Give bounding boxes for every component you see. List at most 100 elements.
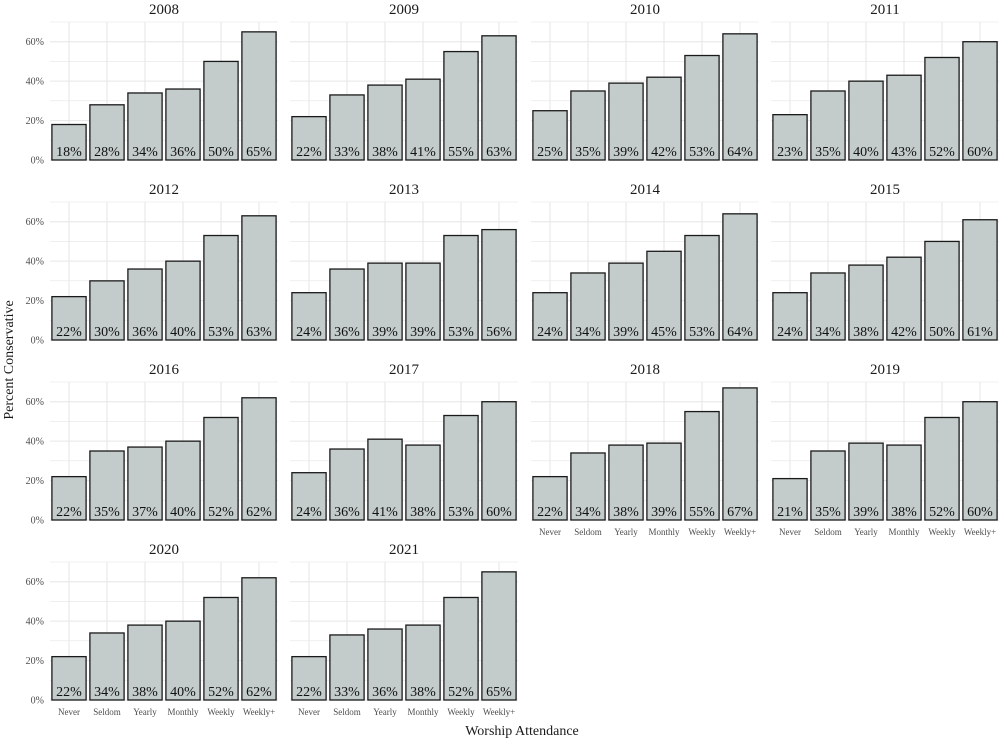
bar-value-label: 36% (334, 505, 360, 520)
bar-value-label: 38% (853, 325, 879, 340)
x-tick-label: Never (539, 527, 561, 537)
bar-value-label: 40% (170, 325, 196, 340)
y-tick-label: 60% (26, 37, 44, 48)
bar-value-label: 56% (486, 325, 512, 340)
bar-value-label: 60% (967, 505, 993, 520)
bar-value-label: 64% (727, 325, 753, 340)
bar-value-label: 34% (575, 325, 601, 340)
bar-value-label: 50% (208, 145, 234, 160)
panel-title: 2018 (630, 362, 660, 378)
bar-value-label: 39% (410, 325, 436, 340)
bar-seldom (329, 634, 365, 701)
bar-yearly (608, 444, 644, 521)
panel-title: 2015 (870, 182, 900, 198)
bar-weekly (684, 234, 720, 341)
panel-2014: 2014 24% 34% 39% 45% 53% 64% (531, 182, 759, 341)
bar-value-label: 53% (689, 325, 715, 340)
bar-monthly (646, 250, 682, 341)
bar-never (772, 114, 808, 161)
bar-value-label: 24% (777, 325, 803, 340)
bar-seldom (89, 104, 125, 161)
bar-value-label: 52% (448, 685, 474, 700)
x-tick-label: Weekly (688, 527, 716, 537)
x-tick-label: Monthly (648, 527, 680, 537)
bar-value-label: 24% (296, 505, 322, 520)
panel-title: 2009 (389, 2, 419, 18)
bar-weekly-plus (481, 401, 517, 521)
bar-value-label: 30% (94, 325, 120, 340)
bar-value-label: 50% (929, 325, 955, 340)
bar-value-label: 45% (651, 325, 677, 340)
bar-value-label: 38% (410, 505, 436, 520)
panels-layer: 2008 0% 20% 40% 60% 18% 28% 34% 36% 50% 65% 2009 22%… (26, 2, 999, 717)
bar-value-label: 41% (372, 505, 398, 520)
bar-weekly-plus (481, 571, 517, 701)
bar-value-label: 35% (815, 505, 841, 520)
bar-monthly (405, 444, 441, 521)
bar-value-label: 28% (94, 145, 120, 160)
bar-seldom (89, 450, 125, 521)
y-tick-label: 60% (26, 217, 44, 228)
bar-weekly (203, 416, 239, 521)
bar-value-label: 22% (296, 685, 322, 700)
bar-value-label: 18% (56, 145, 82, 160)
bar-weekly-plus (241, 397, 277, 521)
panel-2019: 2019 21% 35% 39% 38% 52% 60% Never Seldom Yearly M… (771, 362, 999, 537)
x-tick-label: Never (298, 707, 320, 717)
bar-yearly (127, 446, 163, 521)
panel-2008: 2008 0% 20% 40% 60% 18% 28% 34% 36% 50% 65% (26, 2, 278, 167)
bar-seldom (89, 632, 125, 701)
bar-never (51, 123, 87, 161)
x-tick-label: Weekly (928, 527, 956, 537)
bar-value-label: 38% (372, 145, 398, 160)
bar-value-label: 39% (613, 145, 639, 160)
bar-seldom (570, 272, 606, 341)
panel-title: 2019 (870, 362, 900, 378)
panel-2018: 2018 22% 34% 38% 39% 55% 67% Never Seldom Yearly M… (531, 362, 759, 537)
panel-2009: 2009 22% 33% 38% 41% 55% 63% (290, 2, 518, 161)
x-tick-label: Weekly+ (964, 527, 996, 537)
bar-seldom (89, 280, 125, 341)
bar-weekly-plus (722, 213, 758, 341)
bar-value-label: 55% (448, 145, 474, 160)
bar-monthly (165, 440, 201, 521)
panel-title: 2017 (389, 362, 420, 378)
bar-never (772, 477, 808, 521)
bar-value-label: 52% (929, 505, 955, 520)
bar-seldom (329, 268, 365, 341)
x-tick-label: Weekly (447, 707, 475, 717)
bar-value-label: 35% (94, 505, 120, 520)
bar-value-label: 34% (94, 685, 120, 700)
bar-value-label: 60% (967, 145, 993, 160)
bar-value-label: 36% (170, 145, 196, 160)
bar-value-label: 38% (132, 685, 158, 700)
y-tick-label: 40% (26, 617, 44, 628)
bar-yearly (127, 624, 163, 701)
bar-value-label: 40% (170, 685, 196, 700)
bar-value-label: 37% (132, 505, 158, 520)
bar-seldom (810, 272, 846, 341)
bar-yearly (367, 84, 403, 161)
panel-2016: 2016 0% 20% 40% 60% 22% 35% 37% 40% 52% 62% (26, 362, 278, 527)
y-tick-label: 20% (26, 656, 44, 667)
bar-value-label: 39% (613, 325, 639, 340)
bar-monthly (886, 444, 922, 521)
bar-weekly-plus (481, 35, 517, 161)
bar-seldom (810, 90, 846, 161)
bar-value-label: 35% (815, 145, 841, 160)
x-tick-label: Yearly (854, 527, 878, 537)
panel-2020: 2020 0% 20% 40% 60% 22% 34% 38% 40% 52% 62% Never Se… (26, 542, 278, 717)
bar-seldom (329, 448, 365, 521)
bar-weekly (443, 234, 479, 341)
bar-weekly-plus (722, 387, 758, 521)
x-tick-label: Monthly (167, 707, 199, 717)
bar-weekly (684, 410, 720, 521)
bar-value-label: 67% (727, 505, 753, 520)
bar-value-label: 62% (246, 685, 272, 700)
bar-value-label: 52% (208, 505, 234, 520)
bar-value-label: 65% (486, 685, 512, 700)
bar-value-label: 53% (448, 505, 474, 520)
x-tick-label: Seldom (574, 527, 602, 537)
bar-never (532, 110, 568, 161)
